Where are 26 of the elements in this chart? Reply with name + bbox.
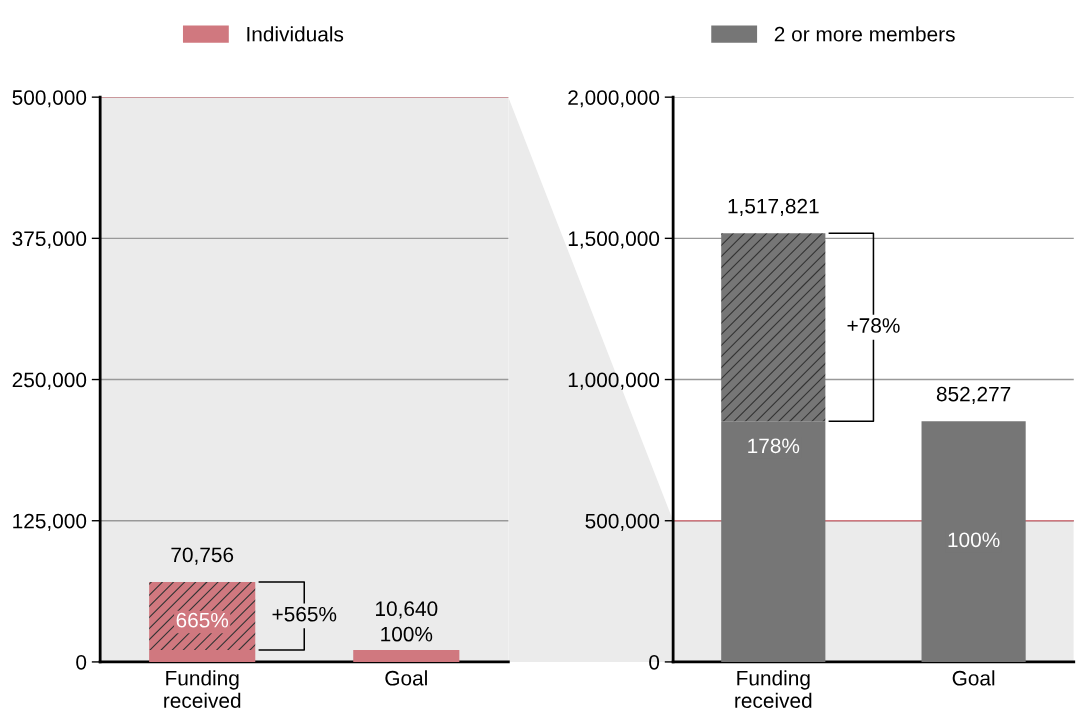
y-tick-label: 2,000,000 [568,90,660,108]
legend-label: Individuals [247,26,344,42]
x-tick-label: Goal [385,670,427,686]
y-tick-label: 500,000 [12,90,87,108]
annotation: +565% [272,606,337,622]
total-label: 1,517,821 [728,198,819,216]
y-tick-label: 125,000 [13,513,87,531]
y-tick-label: 0 [649,654,660,670]
x-tick-label: Funding received [735,670,812,708]
annotation: +78% [847,318,900,333]
y-tick-label: 250,000 [12,372,87,390]
annotation: 100% [948,532,1000,548]
total-label: 10,640 [376,601,438,619]
annotation: 665% [176,612,229,628]
y-tick-label: 1,000,000 [568,372,660,390]
y-tick-label: 1,500,000 [568,231,660,249]
annotation: 178% [748,438,800,454]
total-label: 852,277 [936,386,1011,404]
x-tick-label: Goal [952,670,995,686]
total-label: 70,756 [171,547,234,565]
legend-label: 2 or more members [774,26,955,42]
y-tick-label: 375,000 [12,231,87,249]
y-tick-label: 0 [76,654,87,670]
x-tick-label: Funding received [164,670,241,708]
y-tick-label: 500,000 [585,513,660,531]
annotation: 100% [381,626,433,642]
